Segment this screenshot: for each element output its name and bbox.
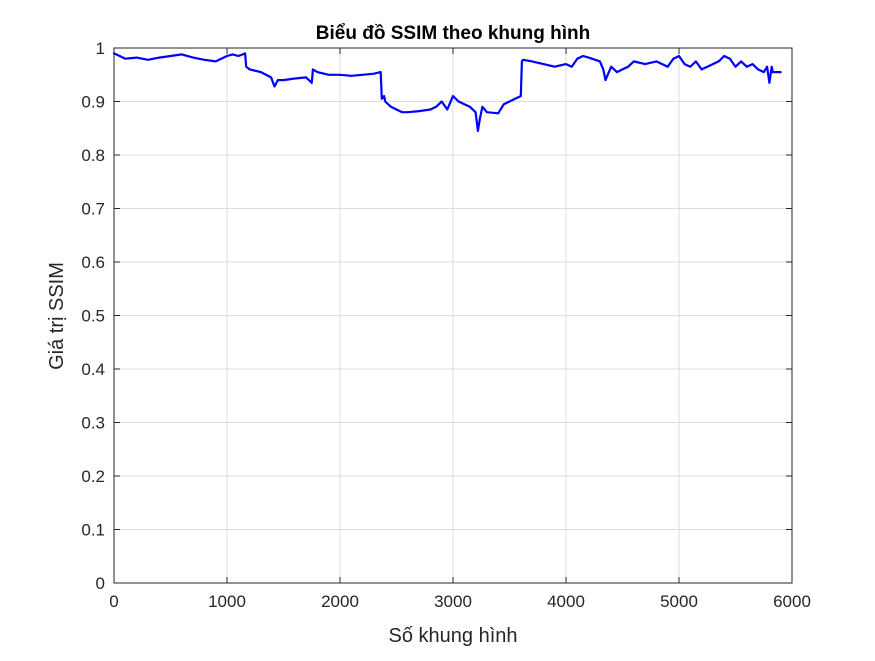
x-tick-label: 2000 [321,592,359,611]
axis-ticks [113,47,793,584]
y-tick-label: 0.3 [81,414,105,433]
y-tick-label: 0.6 [81,253,105,272]
x-tick-label: 0 [109,592,118,611]
x-tick-label: 4000 [547,592,585,611]
y-tick-label: 0 [96,574,105,593]
series-layer [112,52,782,132]
y-axis-label: Giá trị SSIM [46,262,68,370]
ssim-series-line [112,52,782,132]
y-tick-label: 0.8 [81,146,105,165]
grid-lines [113,47,793,584]
y-tick-label: 0.9 [81,93,105,112]
x-axis-label: Số khung hình [389,625,518,647]
y-tick-label: 0.7 [81,200,105,219]
tick-labels: 0 1000 2000 3000 4000 5000 6000 0 0.1 0.2 0.3 0.4 0.… [81,39,811,611]
x-tick-label: 6000 [773,592,811,611]
y-tick-label: 0.4 [81,360,105,379]
y-tick-label: 1 [96,39,105,58]
x-tick-label: 3000 [434,592,472,611]
y-tick-label: 0.5 [81,307,105,326]
y-tick-label: 0.1 [81,521,105,540]
x-tick-label: 1000 [208,592,246,611]
chart-title: Biểu đồ SSIM theo khung hình [316,23,590,44]
y-tick-label: 0.2 [81,467,105,486]
x-tick-label: 5000 [660,592,698,611]
